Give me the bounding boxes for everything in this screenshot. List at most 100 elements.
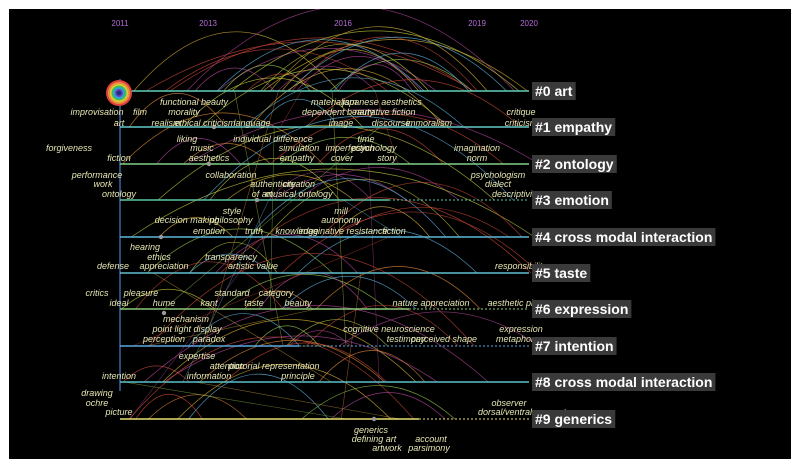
link-arc [215,234,358,274]
cross-link [343,199,402,238]
keyword-imagination: imagination [454,143,500,153]
link-arc [156,138,241,165]
keyword-work: work [93,179,113,189]
cross-link [270,126,275,310]
keyword-expertise: expertise [179,351,216,361]
cluster-label-1[interactable]: #1 empathy [535,119,612,135]
keyword-parsimony: parsimony [407,443,450,453]
cluster-label-bg-4 [532,228,716,246]
keyword-collaboration: collaboration [205,170,256,180]
keyword-aesthetics: aesthetics [189,153,230,163]
keyword-defense: defense [97,261,129,271]
link-arc [320,182,523,238]
keyword-fiction: fiction [107,153,131,163]
keyword-ochre: ochre [86,398,109,408]
link-arc [182,77,363,128]
keyword-liking: liking [177,134,198,144]
keyword-discourse: discourse [372,118,411,128]
link-arc [149,253,475,347]
link-arc [199,339,385,383]
cross-link [280,90,302,128]
cluster-label-8[interactable]: #8 cross modal interaction [535,374,712,390]
keyword-paradox: paradox [192,334,226,344]
keyword-artwork: artwork [372,443,402,453]
keyword-creation: creation [283,179,315,189]
keyword-metaphor: metaphor [496,334,535,344]
cluster-label-bg-1 [532,118,616,136]
cluster-label-6[interactable]: #6 expression [535,301,628,317]
cluster-label-0[interactable]: #0 art [535,83,573,99]
keyword-language: language [233,118,270,128]
keyword-functional-beauty: functional beauty [160,97,229,107]
keyword-individual-difference: individual difference [233,134,313,144]
link-arc [163,335,438,383]
link-arc [273,174,407,201]
co-citation-links [121,9,540,420]
keyword-improvisation: improvisation [70,107,123,117]
citation-node[interactable] [161,310,167,316]
cross-link [153,272,332,383]
citation-node[interactable] [211,124,217,130]
cluster-label-bg-3 [532,191,612,209]
link-arc [203,116,514,201]
link-arc [243,77,465,128]
keyword-generics: generics [354,425,389,435]
keyword-imaginative-resistance: imaginative resistance [298,226,387,236]
cluster-label-bg-0 [532,82,576,100]
keyword-philosophy: philosophy [208,215,253,225]
link-arc [260,43,430,92]
link-arc [277,65,376,92]
keyword-narrative-fiction: narrative fiction [354,107,415,117]
year-tick-2019: 2019 [468,19,486,28]
cross-link [331,90,347,347]
year-axis: 2011 2013 2016 2019 2020 [111,19,538,28]
keyword-norm: norm [467,153,488,163]
citation-node[interactable] [206,161,212,167]
keyword-hume: hume [153,298,176,308]
link-arc [130,168,535,238]
link-arc [145,41,474,92]
keyword-aesthetic-pleasure: aesthetic pleasure [487,298,560,308]
keyword-art: art [114,118,125,128]
link-arc [122,365,190,383]
keyword-pleasure: pleasure [123,288,159,298]
link-arc [333,206,431,238]
link-arc [317,128,444,165]
keyword-authenticity: authenticity [250,179,296,189]
link-arc [122,112,324,165]
link-arc [337,64,413,92]
cluster-label-3[interactable]: #3 emotion [535,192,609,208]
keyword-ethical-criticism: ethical criticism [174,118,236,128]
cross-link [124,381,347,420]
keyword-autonomy: autonomy [321,215,361,225]
keyword-cover: cover [331,153,354,163]
link-arc [281,49,419,92]
link-arc [306,305,459,347]
cluster-label-7[interactable]: #7 intention [535,338,614,354]
keyword-of-art: of art [252,189,273,199]
link-arc [297,229,478,274]
keyword-expression: expression [499,324,543,334]
keyword-simulation: simulation [279,143,320,153]
link-arc [170,37,473,92]
keyword-beauty: beauty [284,298,312,308]
citation-node[interactable] [254,197,260,203]
keyword-materialism: materialism [311,97,358,107]
cluster-label-4[interactable]: #4 cross modal interaction [535,229,712,245]
cluster-label-5[interactable]: #5 taste [535,265,587,281]
keyword-style: style [223,206,242,216]
citation-node[interactable] [158,234,164,240]
citation-node[interactable] [371,416,377,422]
cross-link [146,308,317,347]
cluster-label-9[interactable]: #9 generics [535,411,612,427]
link-arc [246,73,317,92]
cluster-label-2[interactable]: #2 ontology [535,156,614,172]
link-arc [226,174,354,201]
link-arc [248,178,447,238]
keyword-pictorial-representation: pictorial representation [227,361,319,371]
link-arc [249,68,445,128]
cluster-label-bg-5 [532,264,591,282]
keyword-taste: taste [244,298,264,308]
link-arc [318,350,426,383]
cross-link [129,236,267,420]
